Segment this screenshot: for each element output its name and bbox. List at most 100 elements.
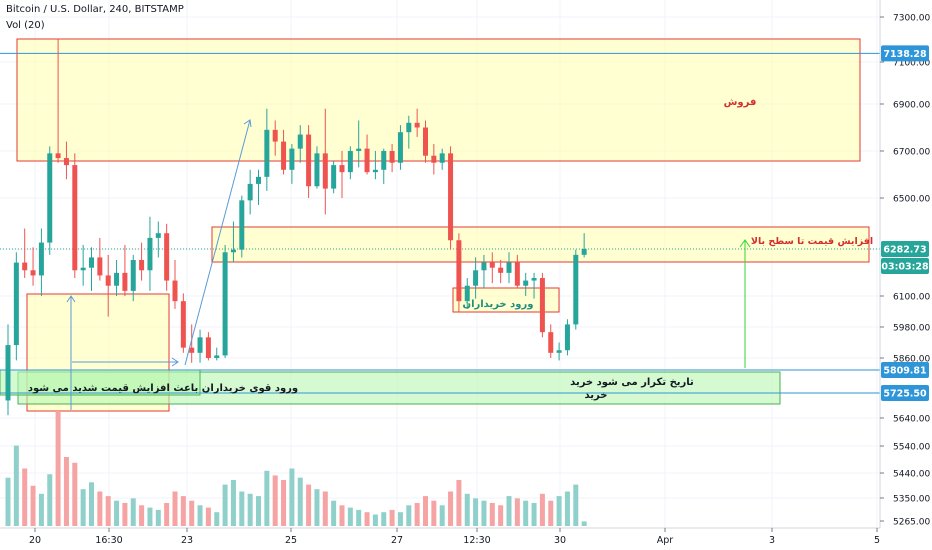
candle-41[interactable] <box>347 146 353 180</box>
support-zone-left[interactable] <box>0 369 201 396</box>
candle-10[interactable] <box>89 247 94 291</box>
candle-body-49 <box>414 122 420 128</box>
candle-2[interactable] <box>22 228 28 278</box>
green-up-arrow[interactable] <box>739 239 751 368</box>
candle-29[interactable] <box>247 169 253 215</box>
x-tick-label-3: 25 <box>285 535 297 546</box>
candle-46[interactable] <box>389 143 395 173</box>
candle-61[interactable] <box>514 254 520 289</box>
candle-65[interactable] <box>548 324 554 358</box>
level-badge-0[interactable]: 7138.28 <box>881 45 929 62</box>
candle-30[interactable] <box>256 169 261 206</box>
candle-20[interactable] <box>172 259 178 309</box>
candle-1[interactable] <box>13 252 19 361</box>
candle-21[interactable] <box>180 293 186 353</box>
candle-38[interactable] <box>322 108 328 215</box>
candle-6[interactable] <box>55 39 61 163</box>
candle-42[interactable] <box>356 120 362 168</box>
candle-14[interactable] <box>122 244 128 296</box>
candle-27[interactable] <box>230 221 236 263</box>
candle-68[interactable] <box>573 249 579 330</box>
candle-16[interactable] <box>139 242 145 281</box>
volume-bar-64 <box>539 493 545 526</box>
candle-66[interactable] <box>556 342 562 361</box>
candle-12[interactable] <box>105 254 111 317</box>
rally-arrow-head <box>243 119 252 128</box>
vertical-up-arrow-left-head <box>66 295 76 303</box>
candle-25[interactable] <box>214 347 220 361</box>
candle-3[interactable] <box>30 247 36 286</box>
candle-body-23 <box>197 337 203 353</box>
horizontal-arrow[interactable] <box>72 357 179 367</box>
price-axis[interactable] <box>880 0 932 550</box>
candle-17[interactable] <box>147 216 153 291</box>
candle-43[interactable] <box>364 134 370 175</box>
candle-55[interactable] <box>464 277 470 309</box>
candle-24[interactable] <box>205 332 211 361</box>
candle-body-53 <box>448 153 454 241</box>
candle-35[interactable] <box>297 125 303 163</box>
candle-31[interactable] <box>264 108 270 191</box>
annotation-rise[interactable]: افزایش قیمت تا سطح بالا <box>751 236 873 247</box>
candle-28[interactable] <box>239 195 245 258</box>
candle-0[interactable] <box>5 324 11 416</box>
resistance-zone[interactable] <box>211 226 870 263</box>
volume-bars <box>5 411 587 526</box>
candle-48[interactable] <box>406 115 412 149</box>
candle-57[interactable] <box>481 254 487 289</box>
level-badge-1[interactable]: 5809.81 <box>881 362 929 378</box>
candle-50[interactable] <box>423 120 428 163</box>
candle-26[interactable] <box>222 244 228 358</box>
current-price-badge[interactable]: 6282.73 <box>881 241 929 257</box>
candle-19[interactable] <box>164 223 170 291</box>
candle-5[interactable] <box>47 146 53 255</box>
candle-44[interactable] <box>372 151 378 180</box>
candle-22[interactable] <box>189 324 195 363</box>
candle-34[interactable] <box>289 143 295 184</box>
candle-13[interactable] <box>114 259 120 296</box>
candle-8[interactable] <box>72 153 78 278</box>
candle-18[interactable] <box>155 221 161 258</box>
candle-47[interactable] <box>397 125 403 170</box>
candle-52[interactable] <box>439 148 445 170</box>
candle-9[interactable] <box>80 244 86 286</box>
candle-51[interactable] <box>431 143 437 175</box>
candle-33[interactable] <box>281 129 287 175</box>
candle-45[interactable] <box>381 148 387 184</box>
candle-40[interactable] <box>339 151 345 198</box>
candle-59[interactable] <box>498 259 504 284</box>
candle-37[interactable] <box>314 146 320 189</box>
candle-54[interactable] <box>456 233 462 312</box>
candle-49[interactable] <box>414 108 420 137</box>
candle-60[interactable] <box>506 252 512 284</box>
candle-4[interactable] <box>38 228 44 296</box>
volume-bar-32 <box>272 475 278 526</box>
candle-53[interactable] <box>448 146 454 250</box>
candle-63[interactable] <box>531 272 537 299</box>
annotation-strong-buyers[interactable]: ورود قوی خریداران باعث افزایش قیمت شدید … <box>28 383 298 394</box>
volume-bar-60 <box>506 496 512 526</box>
candle-15[interactable] <box>130 254 136 302</box>
candle-67[interactable] <box>564 319 570 356</box>
candle-32[interactable] <box>272 120 278 156</box>
candle-69[interactable] <box>581 233 587 258</box>
level-badge-2[interactable]: 5725.50 <box>881 385 929 401</box>
sell-zone[interactable] <box>16 38 861 162</box>
annotation-sell[interactable]: فروش <box>724 97 757 108</box>
vertical-up-arrow-left[interactable] <box>66 295 76 410</box>
annotation-buyer-entry[interactable]: ورود خریداران <box>463 299 534 310</box>
annotation-buy[interactable]: خرید <box>585 390 608 401</box>
candle-7[interactable] <box>63 141 69 180</box>
candle-62[interactable] <box>523 272 529 296</box>
candle-11[interactable] <box>97 237 103 281</box>
countdown-badge[interactable]: 03:03:28 <box>881 258 929 274</box>
candle-56[interactable] <box>473 257 479 299</box>
candle-23[interactable] <box>197 329 203 363</box>
rally-arrow[interactable] <box>184 119 252 366</box>
candle-36[interactable] <box>306 125 312 198</box>
candle-39[interactable] <box>331 160 337 194</box>
annotation-history-repeat[interactable]: تاریخ تکرار می شود خرید <box>570 377 694 388</box>
candle-58[interactable] <box>489 252 495 284</box>
candle-64[interactable] <box>539 272 545 338</box>
